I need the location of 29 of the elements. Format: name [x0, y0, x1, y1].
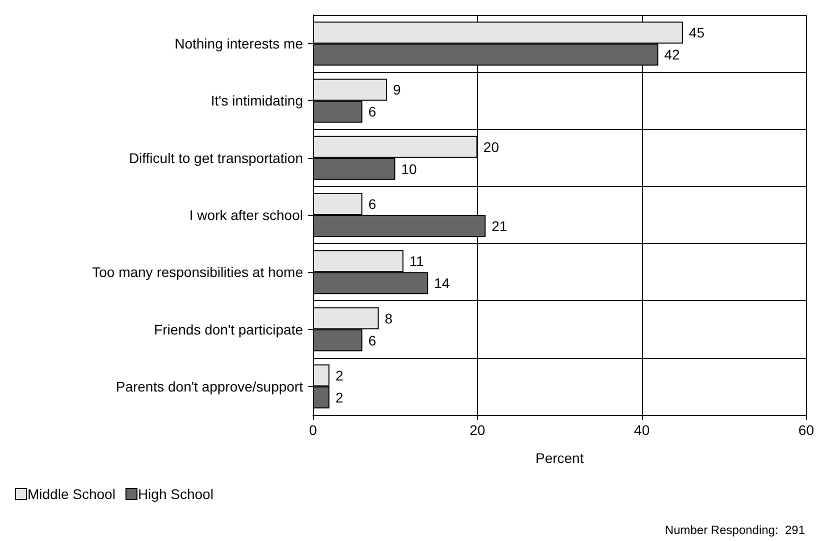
data-label: 6 — [368, 332, 376, 348]
data-label: 21 — [492, 218, 508, 234]
data-label: 6 — [368, 104, 376, 120]
data-label: 20 — [483, 138, 500, 155]
x-tick-label: 0 — [309, 422, 318, 438]
y-tick-label: Difficult to get transportation — [128, 150, 303, 166]
x-tick-label: 40 — [634, 422, 650, 438]
x-axis-title: Percent — [535, 450, 584, 466]
y-tick-label: Nothing interests me — [174, 36, 304, 52]
data-label: 8 — [384, 310, 393, 326]
data-label: 11 — [409, 253, 424, 270]
y-tick-label: I work after school — [189, 207, 303, 223]
data-label: 10 — [401, 160, 417, 177]
data-label: 6 — [368, 196, 376, 212]
y-tick-label: It's intimidating — [210, 92, 303, 109]
data-label: 42 — [664, 46, 680, 63]
data-label: 9 — [392, 82, 401, 98]
data-label: 14 — [434, 275, 450, 292]
y-tick-label: Friends don't participate — [154, 321, 304, 338]
legend-label: Middle School — [28, 486, 116, 502]
data-label: 2 — [335, 389, 344, 406]
x-tick-label: 20 — [470, 422, 486, 438]
y-tick-label: Parents don't approve/support — [116, 378, 304, 394]
data-label: 45 — [688, 24, 705, 41]
x-tick-label: 60 — [798, 422, 814, 438]
y-tick-label: Too many responsibilities at home — [92, 264, 304, 280]
legend-label: High School — [138, 486, 214, 502]
text: Number Responding: 291 — [664, 523, 806, 537]
data-label: 2 — [335, 367, 344, 384]
